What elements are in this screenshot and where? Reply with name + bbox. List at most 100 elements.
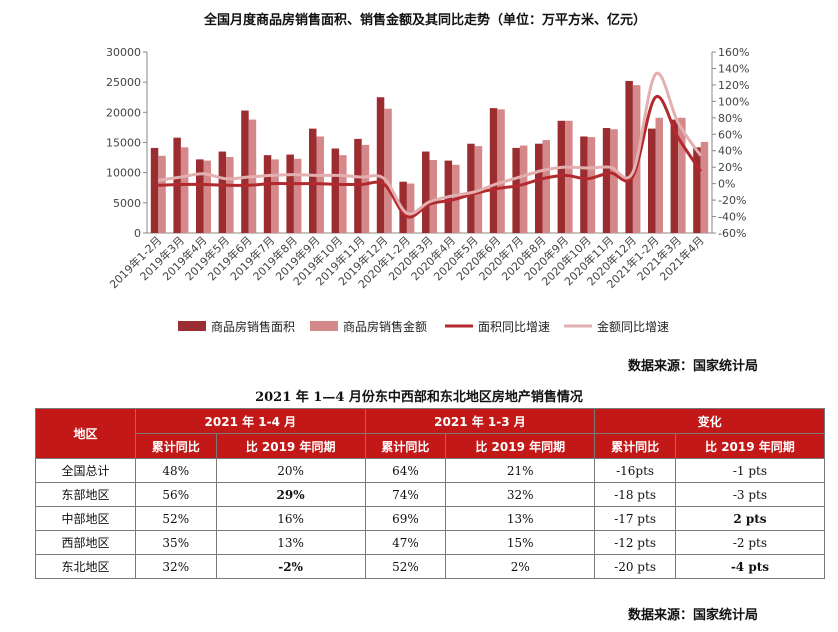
table-cell: -2% xyxy=(215,554,366,579)
bar-amount xyxy=(361,144,370,233)
region-name: 东北地区 xyxy=(35,554,136,579)
table-cell: 64% xyxy=(364,458,447,483)
table-cell: -18 pts xyxy=(594,482,676,507)
table-cell: 2% xyxy=(445,554,596,579)
table-cell: 35% xyxy=(135,530,217,555)
table-cell: 47% xyxy=(364,530,447,555)
table-cell: 48% xyxy=(135,458,217,483)
bar-amount xyxy=(158,155,166,233)
y-left-tick-label: 20000 xyxy=(106,106,141,119)
region-name: 西部地区 xyxy=(35,530,136,555)
y-right-tick-label: 60% xyxy=(718,128,742,141)
bar-amount xyxy=(226,156,234,233)
line-area-yoy xyxy=(158,95,702,219)
bar-area xyxy=(489,108,498,233)
bar-amount xyxy=(700,141,709,233)
bar-area xyxy=(286,154,294,233)
bar-area xyxy=(535,143,543,233)
axes: 0 5000 10000 15000 20000 25000 30000 -60% -40% -2… xyxy=(106,46,749,240)
y-left-tick-label: 0 xyxy=(134,227,141,240)
bar-area xyxy=(648,128,656,233)
chart-source: 数据来源：国家统计局 xyxy=(627,359,758,374)
x-tick-labels: 2019年1-2月2019年3月2019年4月2019年5月2019年6月201… xyxy=(106,233,706,291)
bar-amount xyxy=(271,159,279,233)
table-row: 东北地区 32% -2% 52% 2% -20 pts -4 pts xyxy=(35,554,826,579)
table-cell: 13% xyxy=(215,530,366,555)
subheader: 累计同比 xyxy=(364,433,447,459)
table-cell: 52% xyxy=(364,554,447,579)
bar-area xyxy=(693,147,701,233)
table-cell: -1 pts xyxy=(674,458,826,483)
table-cell: 21% xyxy=(445,458,596,483)
bar-area xyxy=(150,147,159,233)
y-right-tick-label: 120% xyxy=(718,79,749,92)
table-cell: 20% xyxy=(215,458,366,483)
legend-label: 商品房销售面积 xyxy=(211,319,295,334)
group-header-change: 变化 xyxy=(594,408,825,434)
line-amount-yoy xyxy=(158,71,702,216)
table-cell: 52% xyxy=(135,506,217,531)
table-cell: 32% xyxy=(445,482,596,507)
bar-area xyxy=(467,143,475,233)
table-row: 中部地区 52% 16% 69% 13% -17 pts 2 pts xyxy=(35,506,826,531)
table-row: 全国总计 48% 20% 64% 21% -16pts -1 pts xyxy=(35,458,826,483)
bar-amount xyxy=(384,108,392,233)
group-header-apr: 2021 年 1-4 月 xyxy=(135,408,366,434)
table-cell: 15% xyxy=(445,530,596,555)
y-right-tick-label: 100% xyxy=(718,95,749,108)
bar-area xyxy=(670,119,679,233)
bar-area xyxy=(580,136,588,233)
y-left-tick-label: 15000 xyxy=(106,137,141,150)
table-cell: -4 pts xyxy=(674,554,826,579)
table-row: 东部地区 56% 29% 74% 32% -18 pts -3 pts xyxy=(35,482,826,507)
bar-area xyxy=(196,159,204,233)
region-name: 全国总计 xyxy=(35,458,136,483)
y-right-tick-label: 160% xyxy=(718,46,749,59)
bar-area xyxy=(309,128,317,233)
bar-amount xyxy=(497,109,505,233)
bar-amount xyxy=(293,158,302,233)
table-source: 数据来源：国家统计局 xyxy=(627,608,758,623)
legend-swatch xyxy=(310,321,338,331)
bar-amount xyxy=(180,147,189,233)
bar-amount xyxy=(542,140,550,233)
bar-area xyxy=(331,148,340,233)
bar-area xyxy=(376,97,385,233)
bar-amount xyxy=(339,155,347,233)
legend-swatch xyxy=(178,321,206,331)
bar-area xyxy=(263,155,272,233)
bar-amount xyxy=(587,137,596,233)
y-right-tick-label: 140% xyxy=(718,62,749,75)
y-right-tick-label: 80% xyxy=(718,112,742,125)
bar-area xyxy=(218,151,227,233)
y-right-tick-label: 0% xyxy=(718,178,735,191)
y-left-tick-label: 5000 xyxy=(113,197,141,210)
table-cell: 74% xyxy=(364,482,447,507)
bar-area xyxy=(602,128,611,233)
subheader: 累计同比 xyxy=(135,433,217,459)
chart-title: 全国月度商品房销售面积、销售金额及其同比走势（单位：万平方米、亿元） xyxy=(203,12,646,28)
region-name: 中部地区 xyxy=(35,506,136,531)
table-cell: -2 pts xyxy=(674,530,826,555)
region-header: 地区 xyxy=(35,408,136,459)
bar-area xyxy=(512,147,520,233)
table-cell: 16% xyxy=(215,506,366,531)
combo-chart: 全国月度商品房销售面积、销售金额及其同比走势（单位：万平方米、亿元） 0 5000… xyxy=(106,12,749,334)
table-cell: -17 pts xyxy=(594,506,676,531)
table-cell: -3 pts xyxy=(674,482,826,507)
bar-amount xyxy=(655,117,663,233)
subheader: 累计同比 xyxy=(594,433,676,459)
legend-label: 金额同比增速 xyxy=(597,319,669,334)
subheader: 比 2019 年同期 xyxy=(674,433,826,459)
y-left-tick-label: 25000 xyxy=(106,76,141,89)
y-right-tick-label: 20% xyxy=(718,161,742,174)
legend-label: 商品房销售金额 xyxy=(343,319,427,334)
table-cell: 2 pts xyxy=(674,506,826,531)
table-title: 2021 年 1—4 月份东中西部和东北地区房地产销售情况 xyxy=(255,390,583,405)
bar-area xyxy=(422,151,430,233)
bar-amount xyxy=(519,145,528,233)
bar-amount xyxy=(203,160,211,233)
group-header-mar: 2021 年 1-3 月 xyxy=(364,408,596,434)
table-cell: -12 pts xyxy=(594,530,676,555)
region-name: 东部地区 xyxy=(35,482,136,507)
